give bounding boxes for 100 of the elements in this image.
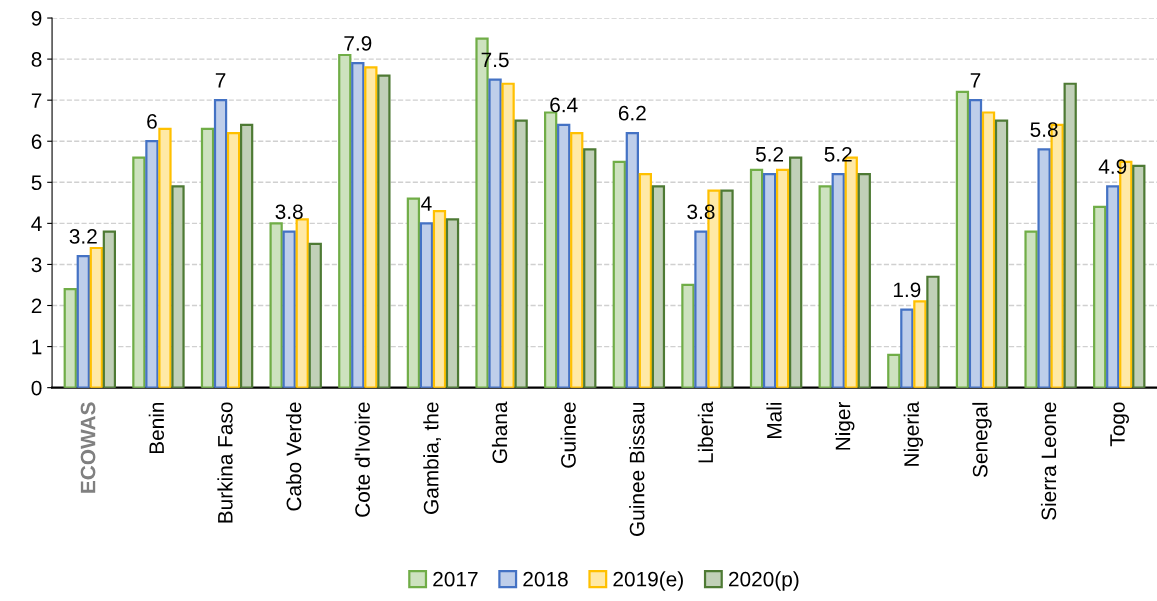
bar: [269, 222, 283, 388]
bar: [1037, 148, 1051, 388]
bar: [63, 287, 77, 388]
x-tick-label: Ghana: [491, 401, 508, 464]
bar: [406, 197, 421, 388]
data-label: 3.8: [275, 204, 303, 220]
bar: [638, 172, 653, 388]
bar: [501, 82, 515, 388]
data-label: 7: [970, 73, 981, 88]
bar: [625, 131, 639, 388]
bar: [213, 99, 228, 388]
y-tick-label: 3: [31, 257, 42, 273]
x-tick-label: ECOWAS: [80, 402, 96, 493]
data-label: 6: [147, 114, 157, 129]
bar: [583, 148, 597, 388]
bar: [158, 127, 172, 388]
legend-label: 2017: [433, 571, 478, 587]
bar: [488, 78, 502, 388]
bar: [857, 172, 871, 388]
x-tick-label: Burkina Faso: [217, 402, 233, 523]
bar: [681, 283, 695, 388]
data-label: 3.2: [69, 229, 97, 244]
legend-label: 2020(p): [729, 571, 799, 591]
bar: [102, 230, 117, 388]
bar: [239, 123, 254, 388]
data-label: 5.2: [755, 146, 784, 162]
x-tick-label: Sierra Leone: [1040, 402, 1057, 520]
bar: [1063, 82, 1077, 388]
bar: [132, 156, 146, 388]
x-tick-label: Cabo Verde: [285, 402, 302, 511]
data-label: 7.9: [344, 36, 372, 51]
data-label: 7: [215, 73, 226, 88]
bar: [557, 123, 571, 388]
bar: [694, 230, 708, 388]
x-tick-label: Gambia, the: [423, 402, 442, 514]
y-tick-label: 2: [31, 298, 42, 314]
bar: [913, 300, 927, 388]
bar: [295, 218, 309, 388]
bar: [514, 119, 528, 388]
bar: [1132, 164, 1146, 388]
x-tick-label: Mali: [766, 402, 782, 439]
bar: [887, 353, 901, 388]
bar: [200, 127, 215, 388]
data-label: 4: [421, 196, 432, 211]
bar: [544, 111, 558, 388]
bar: [762, 172, 777, 388]
x-tick-label: Senegal: [972, 402, 992, 478]
bar: [789, 156, 803, 388]
bar: [968, 99, 983, 388]
bar: [432, 209, 447, 388]
bar: [1106, 185, 1120, 388]
bar: [145, 140, 159, 388]
data-label: 5.2: [824, 146, 852, 162]
y-tick-label: 8: [31, 52, 42, 67]
bar: [831, 172, 845, 388]
bar: [749, 168, 764, 388]
bar: [377, 74, 391, 388]
x-tick-label: Benin: [148, 402, 165, 454]
y-tick-label: 0: [31, 380, 42, 396]
bar: [612, 160, 626, 388]
legend-label: 2019(e): [613, 571, 683, 591]
data-label: 1.9: [893, 282, 921, 298]
y-tick-label: 1: [32, 339, 42, 355]
bar: [994, 119, 1009, 388]
y-tick-label: 6: [31, 134, 42, 149]
bar: [900, 308, 914, 388]
data-label: 6.4: [550, 97, 578, 113]
bar: [364, 66, 378, 388]
y-tick-label: 5: [31, 175, 42, 191]
bar: [282, 230, 296, 388]
bar: [89, 246, 103, 388]
bar: [445, 218, 460, 388]
bar: [308, 242, 322, 388]
bar: [419, 222, 434, 388]
bar: [338, 53, 352, 388]
x-tick-label: Niger: [835, 401, 855, 450]
y-tick-label: 4: [31, 216, 42, 231]
bar: [926, 275, 940, 388]
x-tick-label: Guinee: [560, 402, 576, 468]
x-tick-label: Nigeria: [903, 401, 924, 466]
bar: [651, 185, 666, 388]
bar: [775, 168, 790, 388]
bar: [955, 90, 970, 388]
bar: [981, 111, 996, 388]
bar: [351, 62, 365, 388]
x-tick-label: Guinee Bissau: [629, 402, 645, 536]
bar: [1093, 205, 1107, 388]
x-tick-label: Liberia: [697, 401, 714, 463]
data-label: 6.2: [618, 105, 646, 121]
bar: [1024, 230, 1038, 388]
bar: [171, 185, 185, 388]
bar: [226, 131, 241, 388]
bar: [76, 255, 90, 388]
x-tick-label: Cote d'Ivoire: [354, 402, 370, 517]
bar: [720, 189, 734, 388]
legend-label: 2018: [523, 571, 568, 587]
bar: [818, 185, 832, 388]
x-tick-label: Togo: [1110, 402, 1129, 447]
y-tick-label: 7: [31, 93, 42, 108]
y-tick-label: 9: [31, 11, 42, 26]
